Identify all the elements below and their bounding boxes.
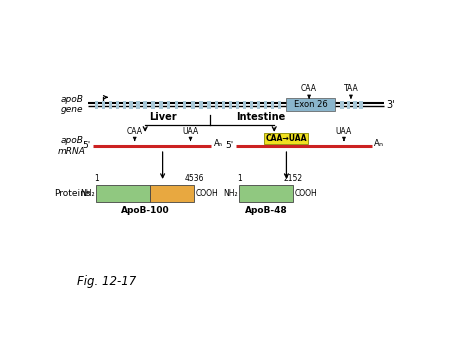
Bar [239,185,293,202]
Text: NH₂: NH₂ [81,189,95,198]
Bar [264,101,267,108]
Bar [102,101,105,108]
Text: 1: 1 [237,174,242,184]
Text: 2152: 2152 [284,174,303,184]
Text: Proteins: Proteins [54,189,90,198]
Text: CAA: CAA [127,127,143,136]
Bar [175,101,178,108]
Bar [130,101,133,108]
Bar [116,101,119,108]
Text: UAA: UAA [336,127,352,136]
Text: 5': 5' [225,142,234,150]
Bar [122,101,126,108]
Bar [150,185,194,202]
Bar [159,101,162,108]
Bar [353,101,356,108]
Bar [287,98,335,111]
Bar [199,101,202,108]
Bar [191,101,195,108]
Bar [152,101,155,108]
Text: CAA: CAA [301,84,317,93]
Text: A: A [374,139,380,148]
Bar [94,101,98,108]
Bar [359,101,363,108]
Text: NH₂: NH₂ [223,189,238,198]
Text: COOH: COOH [195,189,218,198]
FancyBboxPatch shape [265,133,308,144]
Text: n: n [218,142,222,147]
Bar [243,101,246,108]
Text: COOH: COOH [295,189,318,198]
Text: 3': 3' [387,100,395,110]
Text: ApoB-100: ApoB-100 [121,206,170,215]
Text: 5': 5' [82,142,91,150]
Text: Intestine: Intestine [236,112,285,122]
Bar [236,101,239,108]
Bar [108,101,112,108]
Text: Exon 26: Exon 26 [294,100,328,109]
Text: apoB
gene: apoB gene [60,95,83,114]
Bar [144,101,147,108]
Bar [207,101,211,108]
Bar [250,101,253,108]
Bar [257,101,260,108]
Bar [96,185,150,202]
Bar [229,101,232,108]
Bar [222,101,225,108]
Bar [271,101,274,108]
Text: n: n [378,142,382,147]
Bar [183,101,186,108]
Text: A: A [214,139,219,148]
Bar [167,101,170,108]
Bar [347,101,350,108]
Text: CAA→UAA: CAA→UAA [266,134,307,143]
Text: ApoB-48: ApoB-48 [245,206,288,215]
Bar [136,101,140,108]
Text: TAA: TAA [343,84,358,93]
Text: Fig. 12-17: Fig. 12-17 [77,275,136,288]
Bar [341,101,344,108]
Text: Liver: Liver [149,112,176,122]
Bar [215,101,218,108]
Text: UAA: UAA [182,127,198,136]
Text: 1: 1 [94,174,99,184]
Text: apoB
mRNA: apoB mRNA [58,136,86,156]
Text: 4536: 4536 [184,174,204,184]
Bar [278,101,281,108]
